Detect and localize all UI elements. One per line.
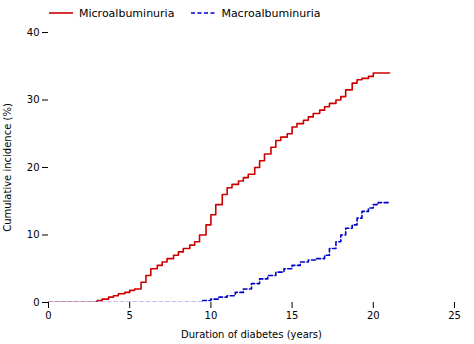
svg-text:25: 25 (448, 310, 461, 321)
svg-text:30: 30 (27, 94, 40, 105)
svg-text:40: 40 (27, 27, 40, 38)
svg-text:10: 10 (27, 229, 40, 240)
svg-text:Cumulative incidence (%): Cumulative incidence (%) (2, 103, 13, 232)
svg-text:20: 20 (367, 310, 380, 321)
svg-text:Duration of diabetes (years): Duration of diabetes (years) (181, 329, 322, 340)
svg-text:5: 5 (127, 310, 133, 321)
svg-text:15: 15 (286, 310, 299, 321)
svg-text:0: 0 (33, 297, 39, 308)
html-text:Macroalbuminuria: Macroalbuminuria (221, 6, 321, 20)
svg-text:20: 20 (27, 162, 40, 173)
svg-text:10: 10 (205, 310, 218, 321)
html-text:Microalbuminuria: Microalbuminuria (79, 6, 175, 20)
svg-text:0: 0 (45, 310, 51, 321)
